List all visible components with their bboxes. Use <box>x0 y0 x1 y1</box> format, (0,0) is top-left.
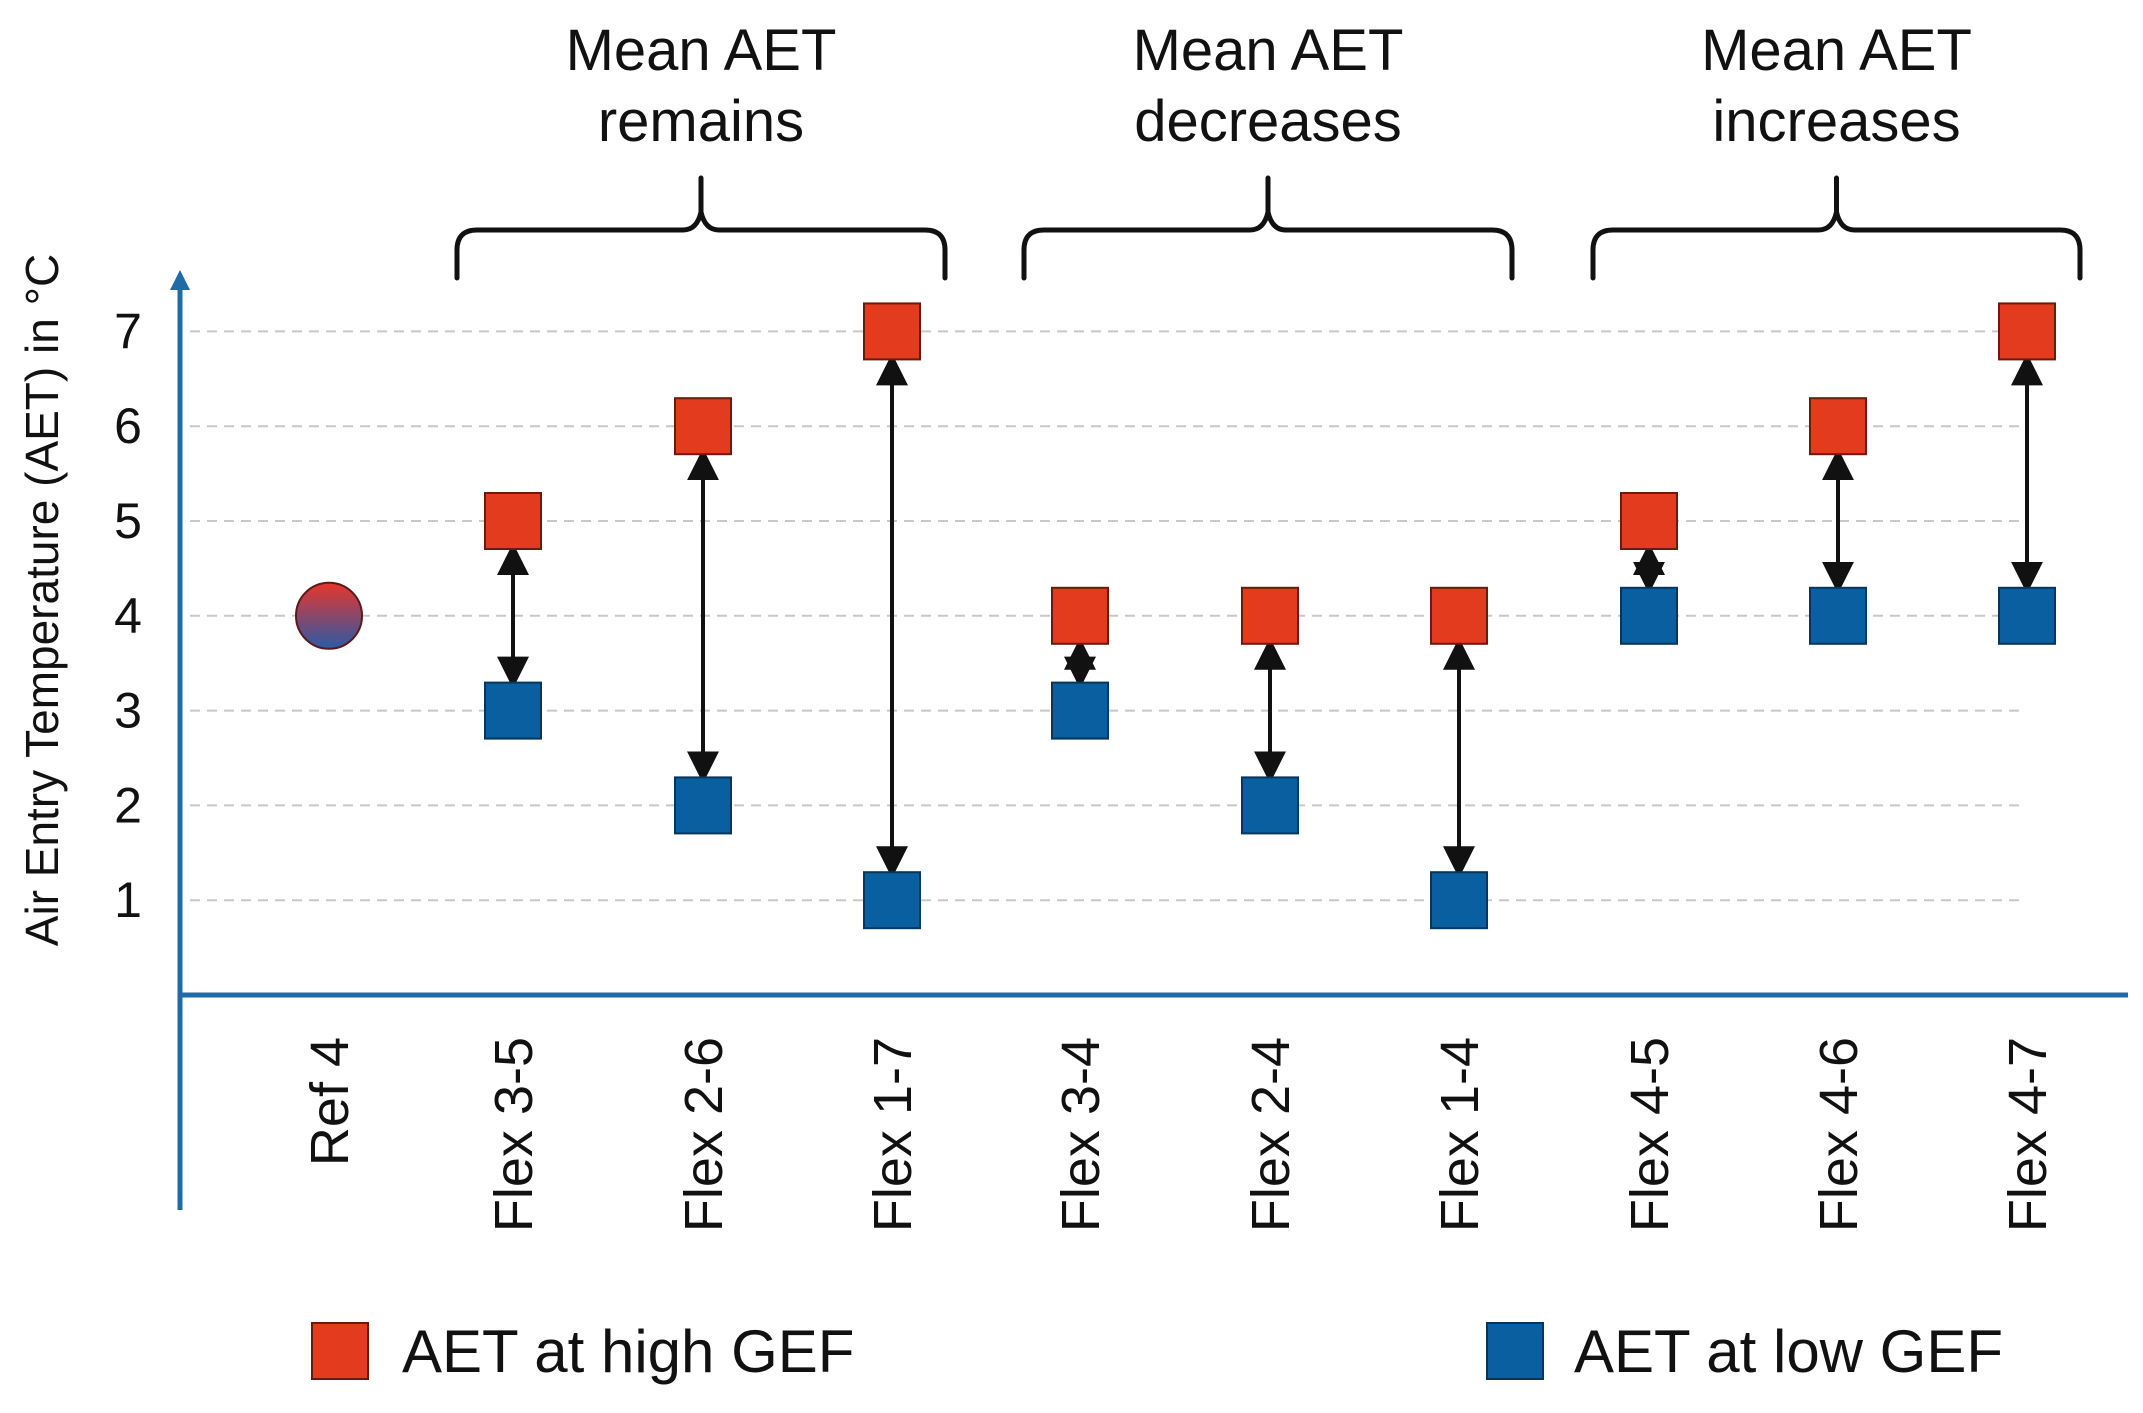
low-gef-marker-3 <box>674 776 732 835</box>
category-label-9: Flex 4-6 <box>1809 1037 1869 1232</box>
group-label-3-line1: Mean AET <box>1701 18 1972 83</box>
y-tick-1: 1 <box>114 872 142 928</box>
high-gef-marker-5 <box>1051 586 1109 645</box>
legend: AET at high GEF AET at low GEF <box>311 1318 2003 1385</box>
high-gef-marker-10 <box>1998 302 2056 361</box>
y-tick-2: 2 <box>114 777 142 833</box>
legend-swatch-high <box>311 1322 369 1380</box>
y-tick-7: 7 <box>114 303 142 359</box>
high-gef-marker-3 <box>674 397 732 456</box>
category-labels: Ref 4 Flex 3-5 Flex 2-6 Flex 1-7 Flex 3-4 Fle… <box>300 1037 2058 1232</box>
low-gef-marker-4 <box>863 871 921 930</box>
high-gef-marker-4 <box>863 302 921 361</box>
low-gef-marker-7 <box>1430 871 1488 930</box>
y-tick-5: 5 <box>114 493 142 549</box>
y-tick-4: 4 <box>114 588 142 644</box>
y-axis-label: Air Entry Temperature (AET) in °C <box>16 254 68 946</box>
legend-swatch-low <box>1486 1322 1544 1380</box>
group-brace-2 <box>1021 175 1515 281</box>
low-gef-marker-8 <box>1620 586 1678 645</box>
reference-marker <box>295 581 363 650</box>
category-label-3: Flex 2-6 <box>674 1037 734 1232</box>
legend-label-high: AET at high GEF <box>402 1318 854 1385</box>
category-label-8: Flex 4-5 <box>1620 1037 1680 1232</box>
group-brace-1 <box>454 175 948 281</box>
low-gef-marker-9 <box>1809 586 1867 645</box>
high-gef-marker-7 <box>1430 586 1488 645</box>
low-gef-marker-2 <box>484 681 542 740</box>
category-label-5: Flex 3-4 <box>1051 1037 1111 1232</box>
low-gef-marker-10 <box>1998 586 2056 645</box>
markers <box>295 302 2056 930</box>
category-label-1: Ref 4 <box>300 1037 360 1166</box>
y-tick-3: 3 <box>114 683 142 739</box>
group-label-3-line2: increases <box>1712 89 1960 154</box>
group-brace-3 <box>1590 175 2083 281</box>
category-label-4: Flex 1-7 <box>863 1037 923 1232</box>
legend-label-low: AET at low GEF <box>1574 1318 2003 1385</box>
category-label-6: Flex 2-4 <box>1241 1037 1301 1232</box>
high-gef-marker-8 <box>1620 492 1678 550</box>
low-gef-marker-6 <box>1241 776 1299 835</box>
high-gef-marker-2 <box>484 492 542 550</box>
group-label-2-line2: decreases <box>1134 89 1402 154</box>
low-gef-marker-5 <box>1051 681 1109 740</box>
category-label-7: Flex 1-4 <box>1430 1037 1490 1232</box>
y-tick-6: 6 <box>114 398 142 454</box>
group-label-1-line1: Mean AET <box>566 18 837 83</box>
category-label-10: Flex 4-7 <box>1998 1037 2058 1232</box>
group-label-2-line1: Mean AET <box>1133 18 1404 83</box>
y-tick-labels: 1 2 3 4 5 6 7 <box>114 303 142 928</box>
high-gef-marker-9 <box>1809 397 1867 456</box>
axes <box>170 270 2128 1210</box>
group-label-1-line2: remains <box>598 89 804 154</box>
connectors <box>497 353 2043 879</box>
high-gef-marker-6 <box>1241 586 1299 645</box>
category-label-2: Flex 3-5 <box>484 1037 544 1232</box>
